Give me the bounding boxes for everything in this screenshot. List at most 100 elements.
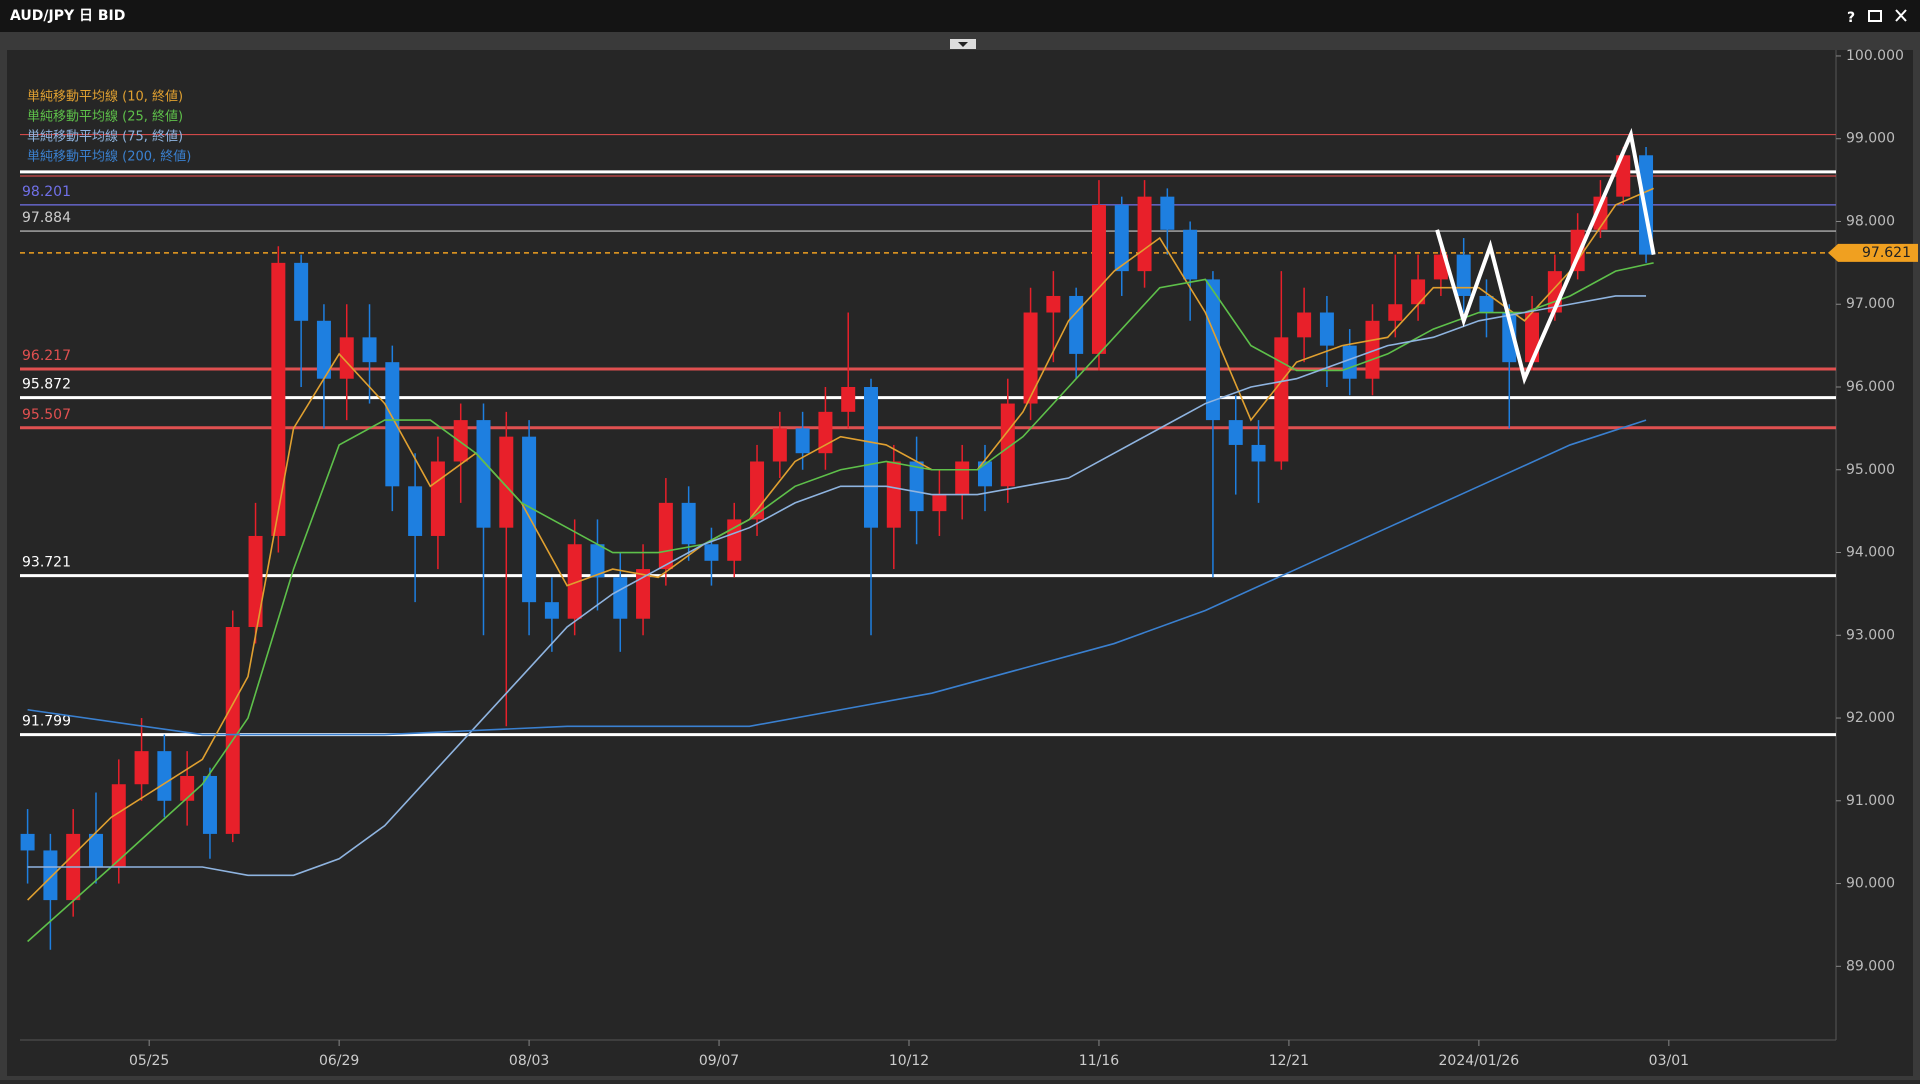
candle-body [225, 627, 240, 834]
x-tick-label: 10/12 [889, 1053, 929, 1069]
candle-body [1023, 312, 1038, 404]
candle-body [590, 544, 605, 578]
candle-body [1616, 155, 1631, 197]
candle-body [202, 775, 217, 834]
y-tick-label: 91.000 [1846, 793, 1895, 809]
close-button[interactable] [1895, 9, 1907, 22]
x-tick-label: 2024/01/26 [1439, 1053, 1520, 1069]
candle-body [955, 461, 970, 495]
title-bar [0, 0, 1920, 32]
x-tick-label: 11/16 [1079, 1053, 1119, 1069]
candle-body [704, 544, 719, 561]
candle-body [476, 420, 491, 528]
current-price-tag [1828, 243, 1918, 262]
candle-body [271, 262, 286, 536]
x-tick-label: 08/03 [509, 1053, 549, 1069]
zigzag-drawing [1435, 127, 1656, 385]
candle-body [248, 535, 263, 627]
legend-entry: 単純移動平均線 (200, 終値) [27, 149, 191, 165]
candle-body [1388, 304, 1403, 321]
candle-body [408, 486, 423, 536]
moving-average [27, 295, 1647, 877]
candle-body [636, 569, 651, 619]
candle-body [658, 502, 673, 570]
y-tick-label: 100.000 [1846, 48, 1904, 64]
x-tick-label: 05/25 [129, 1053, 169, 1069]
candle-body [20, 833, 35, 851]
candle-body [909, 461, 924, 512]
candle-body [1456, 254, 1471, 296]
candle-body [613, 577, 628, 619]
candle-body [294, 262, 309, 321]
candle-body [362, 337, 377, 363]
candle-body [157, 751, 172, 801]
y-tick-label: 95.000 [1846, 462, 1895, 478]
candle-body [1411, 279, 1426, 305]
candle-body [1228, 420, 1243, 445]
y-tick-label: 99.000 [1846, 131, 1895, 147]
y-tick-label: 94.000 [1846, 545, 1895, 561]
y-tick-label: 93.000 [1846, 627, 1895, 643]
candle-body [134, 751, 149, 785]
candle-body [1183, 229, 1198, 280]
level-label: 95.507 [22, 407, 71, 423]
maximize-button[interactable] [1868, 10, 1882, 22]
candle-body [1137, 196, 1152, 272]
moving-average [27, 187, 1654, 901]
candle-body [1319, 312, 1334, 346]
candle-body [1365, 320, 1380, 379]
candle-body [1274, 337, 1289, 462]
candle-body [1091, 204, 1106, 354]
candle-body [1046, 295, 1061, 313]
x-tick-label: 09/07 [699, 1053, 739, 1069]
candle-body [1479, 295, 1494, 313]
candle-body [88, 833, 103, 867]
candle-body [841, 387, 856, 412]
candle-body [864, 387, 879, 528]
x-tick-label: 03/01 [1649, 1053, 1689, 1069]
moving-average [27, 419, 1647, 736]
candle-body [522, 436, 537, 603]
legend-entry: 単純移動平均線 (75, 終値) [27, 129, 183, 145]
candle-body [43, 850, 58, 901]
candle-body [453, 420, 468, 462]
candle-body [772, 428, 787, 462]
candle-body [544, 602, 559, 619]
level-label: 97.884 [22, 210, 71, 226]
level-label: 91.799 [22, 714, 71, 730]
candle-body [886, 461, 901, 528]
level-label: 93.721 [22, 555, 71, 571]
x-tick-label: 06/29 [319, 1053, 359, 1069]
window-title: AUD/JPY 日 BID [10, 8, 125, 24]
candle-body [1069, 295, 1084, 354]
x-tick-label: 12/21 [1269, 1053, 1309, 1069]
level-label: 96.217 [22, 348, 71, 364]
candle-body [339, 337, 354, 379]
candle-body [1297, 312, 1312, 338]
legend-entry: 単純移動平均線 (25, 終値) [27, 109, 183, 125]
candle-body [1160, 196, 1175, 230]
candle-body [681, 502, 696, 545]
current-price-label: 97.621 [1862, 245, 1911, 261]
candle-body [932, 494, 947, 512]
dropdown-arrow [958, 42, 968, 47]
candle-body [1114, 204, 1129, 272]
y-tick-label: 90.000 [1846, 876, 1895, 892]
help-button[interactable]: ? [1847, 10, 1855, 26]
candle-body [499, 436, 514, 528]
candle-body [795, 428, 810, 454]
y-tick-label: 98.000 [1846, 213, 1895, 229]
y-tick-label: 89.000 [1846, 958, 1895, 974]
y-tick-label: 92.000 [1846, 710, 1895, 726]
level-label: 98.201 [22, 184, 71, 200]
candle-body [430, 461, 445, 536]
candle-body [567, 544, 582, 619]
y-tick-label: 96.000 [1846, 379, 1895, 395]
candle-body [1342, 345, 1357, 379]
legend-entry: 単純移動平均線 (10, 終値) [27, 89, 183, 105]
moving-average [27, 262, 1654, 943]
candle-body [316, 320, 331, 379]
candle-body [1205, 279, 1220, 421]
